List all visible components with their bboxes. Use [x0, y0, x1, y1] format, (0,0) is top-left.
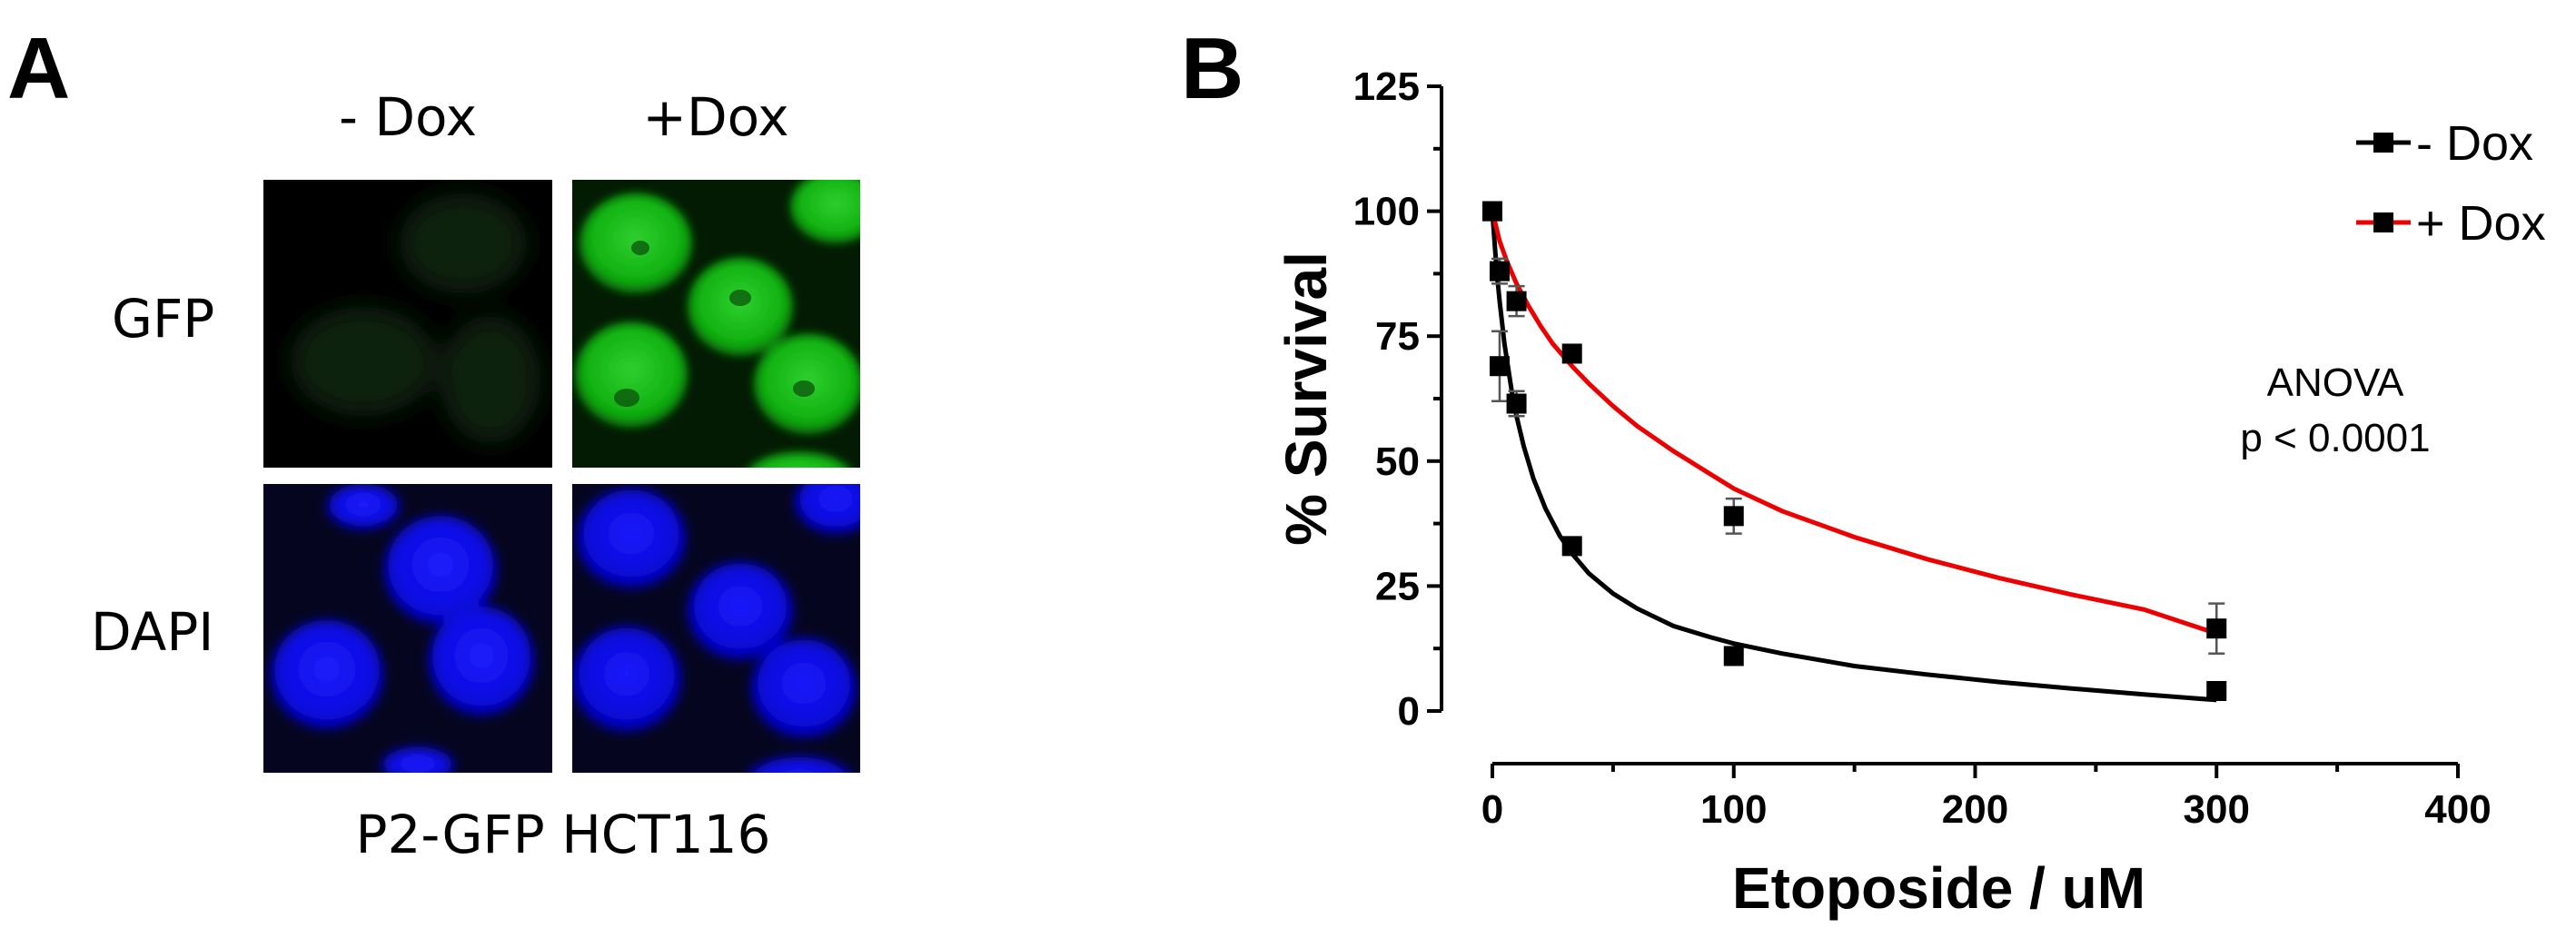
data-point-series-2 — [1489, 261, 1510, 281]
x-tick-label: 300 — [2184, 787, 2250, 832]
column-label-minus-dox: - Dox — [338, 86, 478, 148]
y-tick-label: 25 — [1375, 564, 1420, 608]
data-point-series-2 — [2206, 618, 2227, 639]
data-point-series-2 — [1561, 343, 1582, 364]
column-label-plus-dox: +Dox — [642, 86, 789, 148]
y-tick-label: 0 — [1398, 689, 1420, 734]
row-label-gfp: GFP — [112, 288, 215, 350]
row-label-dapi: DAPI — [91, 601, 214, 663]
y-axis-title: % Survival — [1273, 252, 1339, 546]
gfp-minus-dox-image — [263, 180, 552, 468]
panel-a-caption: P2-GFP HCT116 — [355, 804, 771, 865]
fit-curve-series-2 — [1490, 211, 2218, 637]
dapi-plus-dox-image — [572, 484, 860, 773]
data-point-series-1 — [1489, 356, 1510, 377]
data-point-series-1 — [1723, 646, 1744, 666]
gfp-plus-dox-image — [572, 180, 860, 468]
data-point-series-1 — [1506, 393, 1527, 414]
x-axis-title: Etoposide / uM — [1732, 855, 2145, 921]
fit-curve-series-1 — [1490, 211, 2217, 703]
data-point-series-2 — [1482, 201, 1502, 222]
data-point-series-2 — [1723, 506, 1744, 527]
panel-a-letter: A — [7, 20, 71, 117]
legend-label-series-2: + Dox — [2416, 196, 2546, 251]
legend-label-series-1: - Dox — [2416, 116, 2533, 171]
y-tick-label: 75 — [1375, 314, 1420, 359]
panel-b-letter: B — [1181, 20, 1244, 117]
legend-marker-series-1 — [2373, 133, 2393, 153]
data-point-series-1 — [2206, 680, 2227, 701]
x-tick-label: 400 — [2424, 787, 2491, 832]
stats-annotation-line: ANOVA — [2267, 360, 2404, 405]
y-tick-label: 100 — [1353, 190, 1420, 234]
data-point-series-1 — [1561, 536, 1582, 557]
x-tick-label: 200 — [1942, 787, 2008, 832]
data-point-series-2 — [1506, 291, 1527, 311]
stats-annotation-line: p < 0.0001 — [2240, 416, 2430, 460]
y-tick-label: 50 — [1375, 439, 1420, 484]
legend-marker-series-2 — [2373, 212, 2393, 232]
y-tick-label: 125 — [1353, 64, 1420, 109]
dapi-minus-dox-image — [263, 484, 552, 773]
x-tick-label: 100 — [1700, 787, 1767, 832]
x-tick-label: 0 — [1481, 787, 1503, 832]
